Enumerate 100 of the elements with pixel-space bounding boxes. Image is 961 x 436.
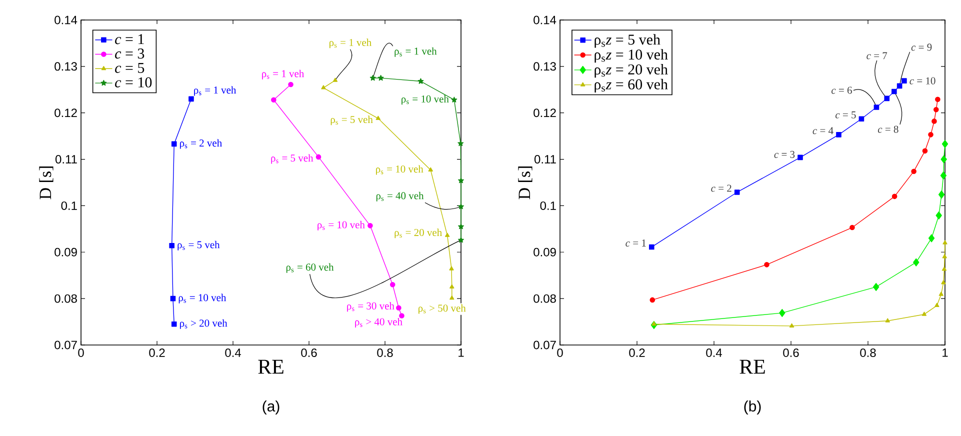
point — [850, 224, 855, 230]
point — [450, 295, 454, 300]
y-axis-title: D [s] — [39, 166, 54, 200]
y-tick-label: 0.09 — [54, 248, 77, 256]
x-tick-label: 0.8 — [860, 348, 876, 358]
annotation: c = 5 — [836, 111, 856, 118]
annotation: ρ$_{s}$ = 5 veh — [330, 116, 373, 126]
point — [396, 305, 402, 310]
point — [935, 96, 940, 102]
annotation: ρ$_{s}$ = 10 veh — [376, 165, 424, 175]
point — [271, 97, 276, 102]
point — [399, 313, 404, 318]
annotation: ρ$_{s}$ = 1 veh — [394, 47, 437, 57]
point — [902, 78, 907, 84]
annotation: ρ$_{s}$ = 5 veh — [178, 240, 220, 250]
point — [779, 308, 786, 317]
legend-label: ρ$_{s}$z = 10 veh — [594, 49, 668, 63]
point — [650, 297, 656, 303]
point — [428, 167, 433, 172]
point — [928, 234, 935, 242]
y-tick-label: 0.08 — [534, 294, 556, 303]
annotation: c = 4 — [812, 127, 834, 134]
annotation: ρ$_{s}$ = 30 veh — [347, 302, 394, 312]
x-tick-label: 0.8 — [377, 348, 393, 358]
point — [171, 141, 177, 147]
y-tick-label: 0.08 — [54, 294, 77, 303]
point — [764, 262, 770, 268]
point — [458, 236, 464, 243]
point — [288, 82, 294, 88]
y-tick-label: 0.07 — [534, 340, 556, 350]
y-tick-label: 0.12 — [54, 108, 77, 118]
x-axis-title: RE — [740, 360, 765, 374]
x-tick-label: 1 — [942, 348, 948, 357]
point — [390, 282, 396, 288]
annotation: ρ$_{s}$ = 20 veh — [394, 228, 442, 238]
point — [942, 266, 947, 271]
annotation: ρ$_{s}$ = 40 veh — [376, 192, 424, 202]
x-tick-label: 0.2 — [149, 348, 165, 358]
annotation: c = 10 — [910, 77, 936, 84]
point — [458, 140, 464, 146]
point — [885, 318, 890, 322]
y-axis-title: D [s] — [518, 166, 532, 200]
x-tick-label: 0 — [78, 348, 84, 358]
point — [316, 154, 322, 160]
legend-label: ρ$_{s}$z = 20 veh — [594, 64, 668, 78]
point — [376, 116, 381, 120]
legend-label: ρ$_{s}$z = 5 veh — [594, 34, 660, 48]
point — [368, 223, 373, 228]
point — [932, 118, 937, 124]
point — [938, 190, 945, 199]
point — [942, 240, 948, 244]
annotation: c = 1 — [626, 240, 646, 247]
point — [938, 292, 944, 296]
point — [370, 74, 376, 81]
annotation: ρ$_{s}$ = 60 veh — [286, 263, 334, 273]
point — [874, 104, 880, 110]
y-tick-label: 0.09 — [534, 248, 556, 256]
point — [942, 140, 948, 148]
y-tick-label: 0.07 — [54, 340, 77, 350]
text: (b) — [744, 400, 761, 414]
point — [789, 323, 794, 328]
point — [734, 190, 740, 195]
annotation: ρ$_{s}$ = 5 veh — [271, 154, 314, 164]
legend-label: ρ$_{s}$z = 60 veh — [594, 78, 668, 92]
point — [798, 154, 803, 160]
annotation: ρ$_{s}$ > 50 veh — [418, 304, 466, 314]
point — [188, 96, 194, 102]
point — [458, 178, 464, 184]
point — [450, 284, 454, 288]
point — [170, 296, 176, 302]
legend-label: c = 3 — [115, 48, 144, 59]
point — [652, 321, 656, 326]
point — [872, 282, 880, 291]
annotation: c = 3 — [774, 150, 795, 158]
point — [934, 302, 940, 308]
annotation: ρ$_{s}$ = 1 veh — [194, 86, 236, 96]
y-tick-label: 0.1 — [540, 201, 556, 210]
y-tick-label: 0.13 — [534, 62, 556, 71]
point — [911, 168, 916, 174]
point — [171, 321, 177, 327]
point — [941, 280, 946, 284]
x-tick-label: 0.4 — [225, 348, 241, 358]
point — [836, 132, 842, 138]
point — [933, 106, 939, 112]
annotation: ρ$_{s}$ > 20 veh — [180, 319, 228, 329]
y-tick-label: 0.11 — [534, 155, 556, 164]
legend-label: c = 5 — [115, 62, 144, 73]
x-tick-label: 0.2 — [629, 348, 645, 358]
annotation: ρ$_{s}$ = 10 veh — [318, 220, 365, 230]
point — [321, 85, 326, 90]
point — [942, 254, 947, 258]
x-tick-label: 1 — [458, 348, 464, 357]
annotation: c = 6 — [832, 86, 852, 94]
point — [892, 194, 898, 200]
annotation: c = 8 — [878, 126, 898, 133]
annotation: c = 9 — [911, 44, 932, 51]
point — [884, 96, 890, 102]
legend-label: c = 1 — [115, 34, 144, 44]
point — [858, 116, 864, 122]
point — [169, 242, 174, 248]
